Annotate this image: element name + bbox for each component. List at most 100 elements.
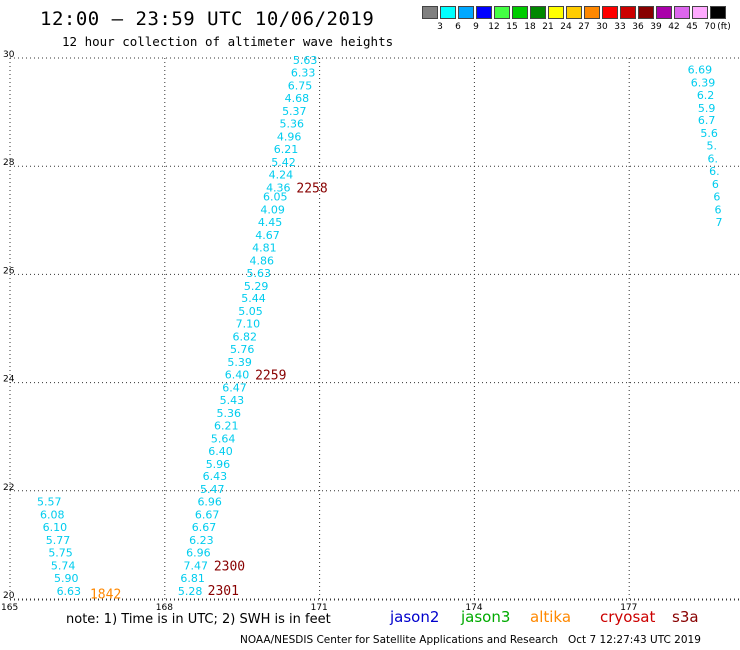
wave-height-label: 5.63 — [246, 267, 271, 280]
wave-height-label: 7 — [715, 216, 722, 229]
wave-height-label: 6.40 — [225, 368, 250, 381]
wave-height-label: 6.2 — [697, 89, 715, 102]
lat-tick-label: 22 — [3, 483, 14, 493]
wave-height-label: 5.36 — [279, 117, 304, 130]
legend-swatch — [476, 6, 492, 19]
wave-height-label: 6.75 — [288, 80, 313, 93]
wave-height-label: 6.81 — [180, 572, 205, 585]
legend-swatch — [656, 6, 672, 19]
legend-label: 6 — [455, 22, 461, 32]
pass-time-label: 2300 — [214, 559, 245, 574]
wave-height-label: 4.68 — [285, 92, 310, 105]
pass-time-label: 2259 — [255, 368, 286, 383]
wave-height-label: 6.7 — [698, 114, 716, 127]
legend-swatch — [530, 6, 546, 19]
wave-height-label: 5.47 — [200, 483, 225, 496]
footer-timestamp: Oct 7 12:27:43 UTC 2019 — [568, 634, 701, 646]
wave-height-label: 6.67 — [195, 509, 220, 522]
legend-label: 3 — [437, 22, 443, 32]
wave-height-label: 5.90 — [54, 572, 79, 585]
legend-unit: (ft) — [717, 22, 731, 32]
lon-tick-label: 165 — [1, 603, 18, 610]
map-subtitle: 12 hour collection of altimeter wave hei… — [62, 34, 394, 49]
wave-height-label: 6.47 — [222, 381, 247, 394]
wave-height-label: 5.96 — [206, 458, 231, 471]
wave-height-label: 4.09 — [260, 203, 285, 216]
lon-tick-label: 168 — [156, 603, 173, 610]
wave-height-label: 6. — [709, 165, 720, 178]
wave-height-label: 6.40 — [208, 445, 233, 458]
wave-height-label: 7.10 — [236, 318, 261, 331]
wave-height-label: 4.81 — [252, 241, 277, 254]
wave-height-label: 6.33 — [291, 67, 316, 80]
wave-height-label: 6.43 — [203, 470, 228, 483]
legend-swatch — [620, 6, 636, 19]
legend-swatch — [512, 6, 528, 19]
wave-height-label: 5.57 — [37, 496, 62, 509]
wave-height-label: 5.42 — [271, 156, 296, 169]
legend-label: 9 — [473, 22, 479, 32]
satellite-s3a: s3a — [672, 608, 699, 626]
wave-height-label: 6.39 — [691, 76, 716, 89]
wave-height-label: 6.96 — [186, 546, 211, 559]
legend-label: 39 — [650, 22, 662, 32]
pass-time-label: 2301 — [208, 584, 239, 599]
satellite-altika: altika — [530, 608, 572, 626]
legend-swatch — [440, 6, 456, 19]
legend-swatch — [638, 6, 654, 19]
pass-time-label: 1842 — [90, 588, 121, 603]
legend-swatch — [692, 6, 708, 19]
footer-agency: NOAA/NESDIS Center for Satellite Applica… — [240, 634, 558, 646]
legend-label: 36 — [632, 22, 644, 32]
lat-tick-label: 26 — [3, 266, 15, 276]
wave-height-label: 4.24 — [269, 168, 294, 181]
legend-label: 18 — [524, 22, 536, 32]
legend-label: 27 — [578, 22, 590, 32]
wave-height-label: 6.69 — [688, 63, 713, 76]
wave-height-label: 6 — [712, 178, 719, 191]
legend-label: 30 — [596, 22, 608, 32]
pass-time-label: 2258 — [296, 181, 327, 196]
wave-height-label: 4.67 — [255, 229, 280, 242]
wave-height-label: 6 — [713, 190, 720, 203]
lon-tick-label: 171 — [311, 603, 328, 610]
wave-height-label: 5.74 — [51, 559, 76, 572]
wave-height-label: 6.67 — [192, 521, 217, 534]
legend-swatch — [674, 6, 690, 19]
wave-height-label: 6.05 — [263, 190, 288, 203]
wave-height-label: 5.36 — [217, 407, 242, 420]
legend-label: 15 — [506, 22, 518, 32]
satellite-jason2: jason2 — [390, 608, 440, 626]
legend-swatch — [548, 6, 564, 19]
legend-label: 42 — [668, 22, 680, 32]
wave-height-label: 5.75 — [48, 546, 73, 559]
lon-tick-label: 177 — [620, 603, 637, 610]
wave-height-label: 6. — [708, 153, 719, 166]
wave-height-label: 5.39 — [227, 356, 252, 369]
lat-tick-label: 24 — [3, 375, 15, 385]
footer-credit: NOAA/NESDIS Center for Satellite Applica… — [240, 634, 701, 646]
satellite-cryosat: cryosat — [600, 608, 656, 626]
wave-height-label: 5.6 — [700, 127, 718, 140]
lat-tick-label: 28 — [3, 158, 15, 168]
wave-height-label: 5.37 — [282, 105, 307, 118]
legend-swatch — [602, 6, 618, 19]
wave-height-label: 5.44 — [241, 292, 266, 305]
wave-height-label: 7.47 — [184, 559, 209, 572]
wave-height-label: 5.63 — [293, 54, 318, 67]
map-title: 12:00 – 23:59 UTC 10/06/2019 — [40, 8, 375, 30]
legend-swatch — [494, 6, 510, 19]
lon-tick-label: 174 — [465, 603, 482, 610]
footnote: note: 1) Time is in UTC; 2) SWH is in fe… — [66, 612, 331, 627]
legend-swatch — [710, 6, 726, 19]
wave-height-label: 6.10 — [43, 521, 68, 534]
wave-height-label: 5.05 — [238, 305, 263, 318]
wave-height-label: 6.82 — [233, 331, 258, 344]
wave-height-label: 4.96 — [277, 130, 302, 143]
wave-height-label: 5.9 — [698, 102, 716, 115]
legend-label: 12 — [488, 22, 500, 32]
lat-tick-label: 20 — [3, 591, 15, 601]
legend-label: 24 — [560, 22, 572, 32]
wave-height-label: 4.36 — [266, 181, 291, 194]
